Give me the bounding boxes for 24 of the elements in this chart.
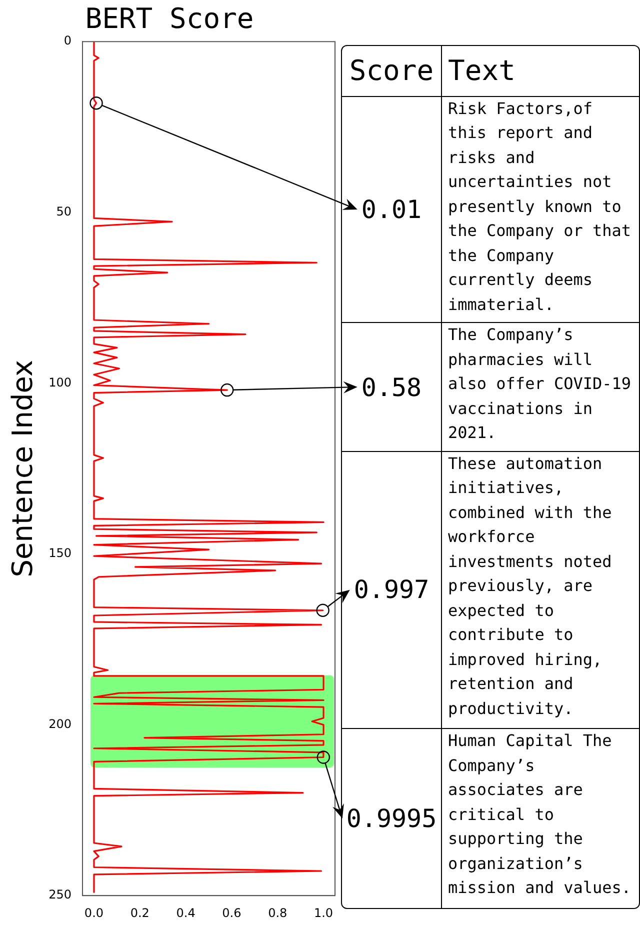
chart-title: BERT Score: [85, 2, 254, 36]
y-tick-label: 50: [56, 204, 72, 219]
y-tick-label: 200: [48, 716, 72, 731]
x-tick-label: 0.4: [176, 906, 196, 920]
y-tick-label: 250: [48, 888, 72, 902]
text: Score: [342, 46, 442, 96]
y-tick-label: 150: [48, 546, 72, 560]
x-tick-label: 0.8: [268, 906, 288, 920]
y-tick-label: 0: [64, 34, 72, 48]
annotation: 0.997: [354, 575, 430, 604]
text: The Company’s pharmacies will also offer COVID-19 vaccinations in 2021.: [447, 324, 632, 444]
x-tick-label: 1.0: [314, 906, 334, 920]
y-axis-title: Sentence Index: [6, 360, 40, 578]
annotation: 0.58: [361, 372, 422, 402]
text: Text: [447, 52, 516, 89]
text: These automation initiatives, combined with the workforce investments noted previously, are expected to contribute to improved hiring, retention and productivity.: [448, 454, 612, 718]
x-tick-label: 0.0: [84, 906, 104, 920]
text: Risk Factors,of this report and risks and uncertainties not presently known to the Company or that the Company currently deems immaterial.: [448, 98, 632, 314]
annotation: 0.9995: [346, 804, 437, 834]
x-tick-label: 0.6: [222, 906, 242, 920]
x-tick-label: 0.2: [130, 906, 150, 920]
annotation: 0.01: [361, 195, 422, 224]
text: Human Capital The Company’s associates are critical to supporting the organization’s mission and values.: [447, 730, 632, 900]
y-tick-label: 100: [48, 375, 72, 390]
